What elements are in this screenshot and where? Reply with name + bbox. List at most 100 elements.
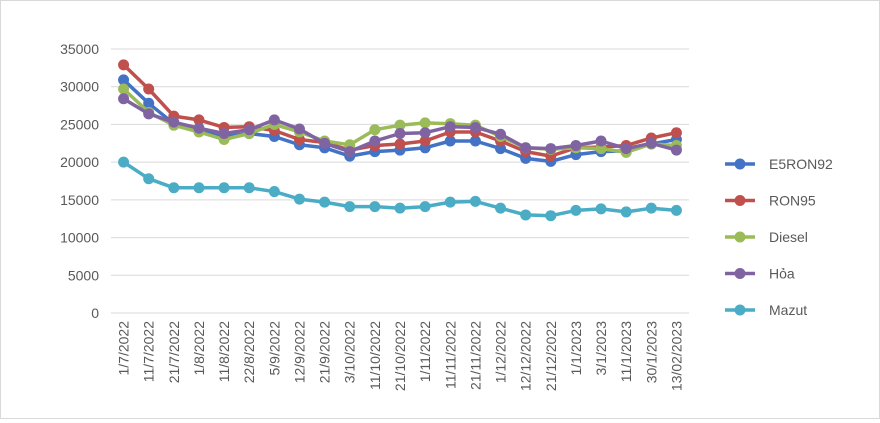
data-point (293, 193, 305, 205)
legend: E5RON92 RON95 Diesel Hỏa Mazut (725, 156, 833, 318)
legend-label: Mazut (769, 302, 807, 318)
data-point (670, 144, 682, 156)
legend-label: RON95 (769, 193, 816, 209)
data-point (193, 182, 205, 194)
y-tick-label: 5000 (68, 267, 99, 283)
x-tick-label: 3/10/2022 (342, 321, 358, 383)
x-tick-label: 1/8/2022 (191, 321, 207, 376)
data-point (444, 196, 456, 208)
data-point (444, 135, 456, 147)
data-point (595, 143, 607, 155)
x-tick-label: 13/02/2023 (668, 321, 684, 391)
data-point (168, 116, 180, 128)
legend-label: E5RON92 (769, 156, 833, 172)
data-point (369, 201, 381, 213)
data-point (495, 202, 507, 214)
data-point (419, 201, 431, 213)
legend-item: Diesel (725, 229, 808, 245)
x-tick-label: 21/7/2022 (166, 321, 182, 383)
data-point (344, 201, 356, 213)
data-point (243, 124, 255, 136)
data-point (193, 122, 205, 134)
data-point (444, 121, 456, 133)
data-point (545, 210, 557, 222)
legend-swatch-marker (734, 158, 746, 170)
x-tick-label: 21/10/2022 (392, 321, 408, 391)
data-point (570, 204, 582, 216)
series-lines (118, 59, 682, 222)
data-point (520, 142, 532, 154)
data-point (595, 203, 607, 215)
series-mazut (118, 156, 682, 222)
data-point (319, 137, 331, 149)
x-tick-label: 1/11/2022 (417, 321, 433, 382)
data-point (419, 117, 431, 129)
x-tick-label: 1/12/2022 (493, 321, 509, 383)
gridlines (111, 48, 689, 314)
x-tick-label: 12/9/2022 (291, 321, 307, 383)
data-point (193, 114, 205, 126)
data-point (143, 108, 155, 120)
x-tick-label: 1/1/2023 (568, 321, 584, 376)
data-point (369, 124, 381, 136)
x-tick-label: 22/8/2022 (241, 321, 257, 383)
data-point (670, 127, 682, 139)
data-point (268, 186, 280, 198)
data-point (520, 209, 532, 221)
x-tick-label: 11/7/2022 (141, 321, 157, 382)
x-tick-label: 11/10/2022 (367, 321, 383, 390)
x-tick-label: 11/11/2022 (442, 321, 458, 389)
data-point (495, 143, 507, 155)
legend-swatch-marker (734, 268, 746, 279)
data-point (469, 135, 481, 147)
data-point (293, 123, 305, 135)
data-point (369, 135, 381, 147)
data-point (143, 173, 155, 185)
legend-item: Hỏa (725, 266, 795, 282)
x-tick-label: 5/9/2022 (266, 321, 282, 376)
data-point (545, 143, 557, 155)
y-axis: 0 5000 10000 15000 20000 25000 30000 35000 (60, 41, 99, 321)
x-axis: 1/7/2022 11/7/2022 21/7/2022 1/8/2022 11/8/2… (116, 321, 685, 391)
x-tick-label: 30/1/2023 (643, 321, 659, 383)
y-tick-label: 20000 (60, 154, 99, 170)
data-point (218, 182, 230, 194)
y-tick-label: 15000 (60, 192, 99, 208)
y-tick-label: 35000 (60, 41, 99, 57)
x-tick-label: 3/1/2023 (593, 321, 609, 376)
data-point (469, 195, 481, 207)
data-point (293, 134, 305, 146)
data-point (670, 204, 682, 216)
legend-item: E5RON92 (725, 156, 833, 172)
legend-item: RON95 (725, 193, 816, 209)
data-point (595, 135, 607, 147)
data-point (419, 135, 431, 147)
data-point (645, 137, 657, 149)
data-point (394, 119, 406, 131)
x-tick-label: 21/9/2022 (317, 321, 333, 383)
legend-label: Hỏa (769, 266, 795, 282)
data-point (143, 83, 155, 95)
legend-item: Mazut (725, 302, 807, 318)
data-point (620, 143, 632, 155)
data-point (118, 156, 130, 168)
y-tick-label: 10000 (60, 230, 99, 246)
data-point (268, 114, 280, 126)
x-tick-label: 11/8/2022 (216, 321, 232, 382)
data-point (143, 97, 155, 109)
data-point (469, 121, 481, 133)
data-point (319, 196, 331, 208)
series-h-a (118, 93, 682, 158)
data-point (620, 206, 632, 218)
x-tick-label: 21/11/2022 (467, 321, 483, 390)
data-point (344, 146, 356, 158)
data-point (218, 127, 230, 139)
legend-swatch-marker (734, 304, 746, 316)
x-tick-label: 11/1/2023 (618, 321, 634, 382)
x-tick-label: 21/12/2022 (543, 321, 559, 391)
data-point (645, 202, 657, 214)
data-point (419, 127, 431, 139)
data-point (394, 202, 406, 214)
